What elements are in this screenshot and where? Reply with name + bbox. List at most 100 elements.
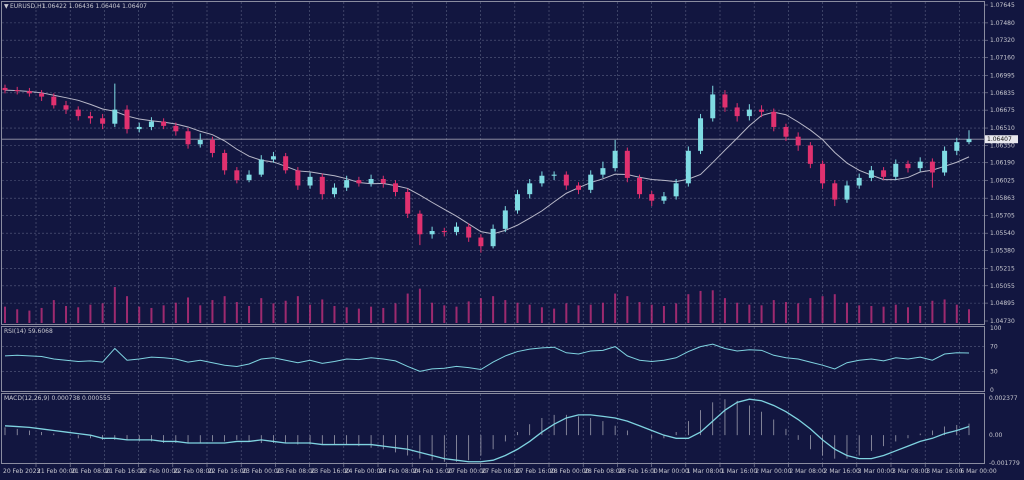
bullish-candle xyxy=(868,170,874,178)
volume-bar xyxy=(919,305,922,323)
bearish-candle xyxy=(2,87,8,91)
bullish-candle xyxy=(112,109,118,124)
symbol-dropdown-icon[interactable]: ▼ xyxy=(4,3,9,10)
bullish-candle xyxy=(197,139,203,145)
volume-bar xyxy=(65,305,68,323)
time-tick-label: 24 Feb 16:00 xyxy=(413,468,453,475)
bullish-candle xyxy=(710,94,716,119)
volume-bar xyxy=(333,305,336,323)
volume-bar xyxy=(797,303,800,323)
volume-bar xyxy=(540,307,543,323)
volume-bar xyxy=(589,304,592,323)
volume-bar xyxy=(821,296,824,323)
bullish-candle xyxy=(502,210,508,229)
volume-bar xyxy=(626,296,629,323)
price-tick-label: 1.06350 xyxy=(990,142,1015,149)
bearish-candle xyxy=(832,183,838,200)
macd-tick-label: -0.001779 xyxy=(989,460,1020,467)
volume-bar xyxy=(418,288,421,323)
time-tick-label: 2 Mar 16:00 xyxy=(824,468,860,475)
volume-bar xyxy=(248,305,251,323)
volume-bar xyxy=(467,301,470,323)
price-tick-label: 1.06025 xyxy=(990,178,1015,185)
volume-bar xyxy=(394,303,397,323)
time-tick-label: 21 Feb 00:00 xyxy=(37,468,77,475)
bearish-candle xyxy=(26,91,32,94)
current-price-box xyxy=(985,135,1018,144)
price-tick-label: 1.06675 xyxy=(990,107,1015,114)
volume-bar xyxy=(406,293,409,323)
volume-bar xyxy=(260,298,263,323)
bearish-candle xyxy=(392,183,398,192)
bearish-candle xyxy=(173,125,179,132)
volume-bar xyxy=(16,309,19,323)
volume-bar xyxy=(968,309,970,323)
bullish-candle xyxy=(746,109,752,117)
volume-bar xyxy=(162,305,165,323)
bearish-candle xyxy=(356,180,362,184)
bullish-candle xyxy=(698,118,704,151)
volume-bar xyxy=(272,303,275,323)
volume-bar xyxy=(431,302,434,323)
bearish-candle xyxy=(295,170,301,186)
volume-bar xyxy=(906,307,909,323)
price-tick-label: 1.06835 xyxy=(990,90,1015,97)
volume-bar xyxy=(882,306,885,323)
rsi-line xyxy=(4,343,970,372)
bearish-candle xyxy=(881,170,887,177)
time-tick-label: 6 Mar 00:00 xyxy=(960,468,996,475)
bearish-candle xyxy=(63,105,69,110)
time-tick-label: 3 Mar 16:00 xyxy=(926,468,962,475)
bearish-candle xyxy=(637,177,643,195)
bearish-candle xyxy=(14,90,20,92)
volume-bar xyxy=(955,304,958,323)
time-tick-label: 22 Feb 00:00 xyxy=(140,468,180,475)
bearish-candle xyxy=(319,176,325,195)
bullish-candle xyxy=(917,161,923,169)
price-tick-label: 1.07320 xyxy=(990,37,1015,44)
price-tick-label: 1.07160 xyxy=(990,55,1015,62)
volume-bar xyxy=(711,290,714,323)
bearish-candle xyxy=(649,194,655,201)
volume-bar xyxy=(199,305,202,323)
time-tick-label: 27 Feb 16:00 xyxy=(516,468,556,475)
time-tick-label: 28 Feb 00:00 xyxy=(550,468,590,475)
volume-bar xyxy=(662,305,665,323)
volume-bar xyxy=(638,302,641,323)
time-tick-label: 23 Feb 00:00 xyxy=(242,468,282,475)
rsi-tick-label: 0 xyxy=(990,387,994,394)
volume-bar xyxy=(577,305,580,323)
current-price-label: 1.06407 xyxy=(987,136,1012,143)
time-tick-label: 20 Feb 2023 xyxy=(3,468,41,475)
rsi-tick-label: 100 xyxy=(990,325,1002,332)
price-tick-label: 1.07645 xyxy=(990,2,1015,9)
volume-bar xyxy=(370,306,373,323)
volume-bar xyxy=(748,304,751,323)
volume-bar xyxy=(309,304,312,323)
bullish-candle xyxy=(270,156,276,160)
time-tick-label: 3 Mar 08:00 xyxy=(892,468,928,475)
bearish-candle xyxy=(624,150,630,178)
volume-bar xyxy=(443,305,446,323)
bearish-candle xyxy=(929,161,935,173)
bullish-candle xyxy=(600,168,606,175)
time-tick-label: 2 Mar 00:00 xyxy=(755,468,791,475)
volume-bar xyxy=(357,308,360,323)
price-tick-label: 1.04730 xyxy=(990,318,1015,325)
bearish-candle xyxy=(478,237,484,247)
macd-tick-label: 0.00 xyxy=(989,432,1003,439)
time-tick-label: 23 Feb 08:00 xyxy=(276,468,316,475)
volume-bar xyxy=(492,296,495,323)
price-tick-label: 1.05055 xyxy=(990,283,1015,290)
volume-bar xyxy=(784,302,787,323)
volume-bar xyxy=(870,305,873,323)
bullish-candle xyxy=(942,150,948,173)
rsi-title: RSI(14) 59.6068 xyxy=(4,328,53,335)
macd-panel-border xyxy=(1,393,985,464)
time-tick-label: 24 Feb 00:00 xyxy=(345,468,385,475)
bullish-candle xyxy=(307,176,313,186)
bearish-candle xyxy=(100,118,106,124)
volume-bar xyxy=(138,306,141,323)
volume-bar xyxy=(894,304,897,323)
